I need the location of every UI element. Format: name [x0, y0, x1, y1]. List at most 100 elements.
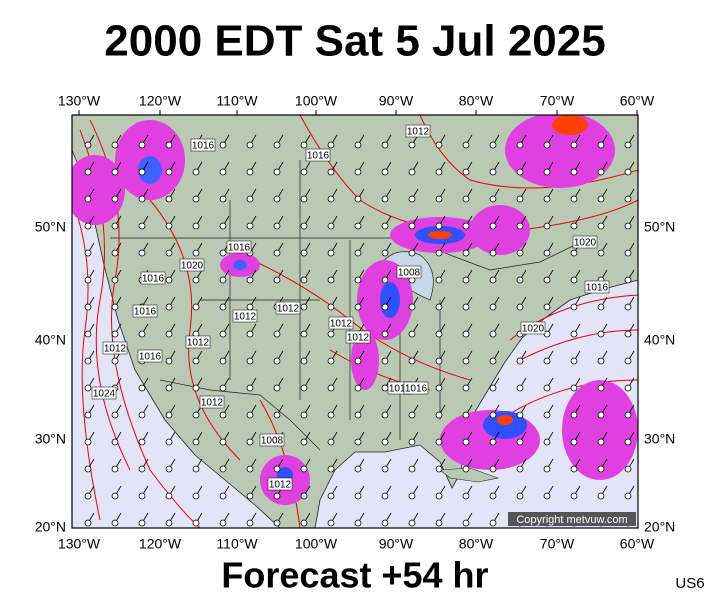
station: [408, 492, 416, 500]
station: [597, 141, 605, 149]
station: [219, 249, 227, 257]
station: [570, 141, 578, 149]
station: [462, 330, 470, 338]
station: [570, 384, 578, 392]
station: [327, 519, 335, 527]
station: [84, 357, 92, 365]
latitude-label: 30°N: [35, 431, 66, 447]
station: [543, 492, 551, 500]
station: [246, 411, 254, 419]
station: [408, 465, 416, 473]
station: [273, 195, 281, 203]
station: [138, 168, 146, 176]
station: [462, 465, 470, 473]
latitude-label: 50°N: [35, 219, 66, 235]
copyright-box: [508, 512, 636, 526]
station: [516, 276, 524, 284]
isobar-label-group: 1020: [572, 235, 598, 249]
station: [300, 519, 308, 527]
station: [381, 141, 389, 149]
station: [111, 303, 119, 311]
isobar-label-box: [185, 335, 211, 349]
station: [111, 492, 119, 500]
station: [489, 141, 497, 149]
longitude-label: 120°W: [139, 93, 182, 109]
isobar-label-group: 1016: [132, 304, 158, 318]
station: [435, 222, 443, 230]
latitude-label: 30°N: [644, 431, 675, 447]
station: [462, 141, 470, 149]
station: [408, 519, 416, 527]
forecast-label: Forecast +54 hr: [221, 555, 488, 596]
station: [408, 168, 416, 176]
station: [570, 492, 578, 500]
station: [246, 465, 254, 473]
station: [246, 519, 254, 527]
station: [462, 411, 470, 419]
station: [219, 330, 227, 338]
isobar-label-group: 1012: [199, 395, 225, 409]
station: [192, 438, 200, 446]
station: [570, 330, 578, 338]
isobar-label-box: [520, 321, 546, 335]
station: [435, 384, 443, 392]
station: [354, 411, 362, 419]
station: [327, 357, 335, 365]
station: [462, 438, 470, 446]
isobar-label-box: [584, 280, 610, 294]
isobar-label-box: [232, 309, 258, 323]
station: [624, 222, 632, 230]
isobar-label-group: 1016: [140, 271, 166, 285]
station: [543, 465, 551, 473]
station: [111, 465, 119, 473]
isobar-label: 1012: [269, 480, 292, 491]
station: [327, 195, 335, 203]
station: [273, 276, 281, 284]
station: [219, 465, 227, 473]
station: [462, 492, 470, 500]
isobar-label: 1012: [234, 312, 257, 323]
isobar-label: 1016: [142, 274, 165, 285]
station: [381, 438, 389, 446]
station: [624, 249, 632, 257]
station: [192, 195, 200, 203]
isobar-label-box: [137, 349, 163, 363]
station: [516, 384, 524, 392]
station: [300, 465, 308, 473]
isobar-label: 1016: [134, 307, 157, 318]
isobar-label: 1020: [574, 238, 597, 249]
station: [381, 492, 389, 500]
isobar-label-group: 1016: [226, 240, 252, 254]
station: [327, 222, 335, 230]
station: [381, 303, 389, 311]
station: [489, 330, 497, 338]
station: [192, 384, 200, 392]
station: [435, 357, 443, 365]
station: [327, 384, 335, 392]
station: [381, 411, 389, 419]
station: [624, 438, 632, 446]
station: [570, 195, 578, 203]
station: [165, 249, 173, 257]
station: [624, 465, 632, 473]
station: [624, 276, 632, 284]
station: [516, 465, 524, 473]
station: [84, 465, 92, 473]
station: [219, 141, 227, 149]
longitude-label: 90°W: [379, 536, 414, 552]
station: [84, 276, 92, 284]
isobar-label-group: 1012: [275, 301, 301, 315]
station: [84, 249, 92, 257]
longitude-label: 100°W: [295, 93, 338, 109]
isobar-label: 1024: [93, 389, 116, 400]
station: [300, 411, 308, 419]
station: [597, 222, 605, 230]
station: [219, 303, 227, 311]
isobar-label: 1016: [586, 283, 609, 294]
station: [165, 438, 173, 446]
isobar-label-box: [226, 240, 252, 254]
station: [246, 303, 254, 311]
station: [354, 438, 362, 446]
station: [489, 357, 497, 365]
station: [435, 492, 443, 500]
